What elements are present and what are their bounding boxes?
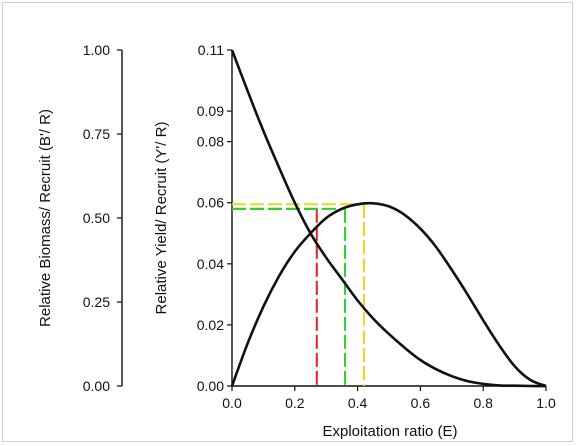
right-axis-label: Relative Yield/ Recruit (Y'/ R) [153,122,170,315]
right-tick-label: 0.02 [197,317,224,333]
curves [230,49,547,388]
left-axis: 0.00 0.25 0.50 0.75 1.00 [83,42,123,394]
chart-frame [2,2,573,442]
left-tick-label: 0.50 [83,210,110,226]
x-tick-label: 0.6 [411,395,431,411]
reference-lines [232,203,365,386]
right-tick-label: 0.11 [198,42,224,58]
left-tick-label: 0.25 [83,294,110,310]
series-line-1 [230,201,547,388]
x-tick-label: 0.4 [348,395,368,411]
right-tick-label: 0.09 [197,103,224,119]
left-tick-label: 1.00 [83,42,110,58]
right-tick-label: 0.04 [197,256,224,272]
x-axis-label: Exploitation ratio (E) [322,423,457,440]
x-axis: 0.0 0.2 0.4 0.6 0.8 1.0 [222,385,556,411]
right-tick-label: 0.06 [197,195,224,211]
right-tick-label: 0.08 [197,134,224,150]
x-tick-label: 0.0 [222,395,242,411]
x-tick-label: 0.8 [473,395,493,411]
left-tick-label: 0.75 [83,126,110,142]
x-tick-label: 1.0 [536,395,556,411]
right-tick-label: 0.00 [197,378,224,394]
right-axis: 0.00 0.02 0.04 0.06 0.08 0.09 0.11 [197,42,233,394]
series-line-0 [230,49,547,388]
left-tick-label: 0.00 [83,378,110,394]
x-tick-label: 0.2 [285,395,305,411]
left-axis-label: Relative Biomass/ Recruit (B'/ R) [37,109,54,327]
